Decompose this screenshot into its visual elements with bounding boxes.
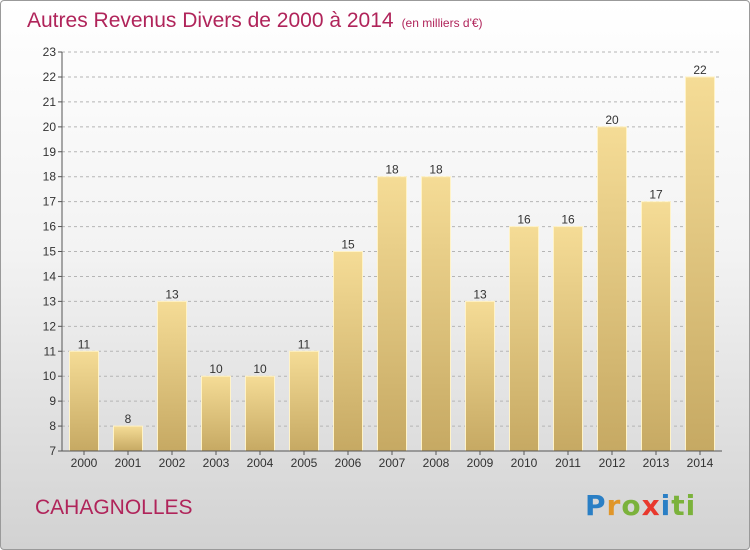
bar-2012 [597,126,627,452]
x-tick-label: 2002 [159,456,186,470]
chart-subtitle: (en milliers d'€) [401,16,483,30]
x-tick-label: 2000 [71,456,98,470]
bar-value-label: 10 [209,362,223,376]
bar-2002 [157,300,187,452]
bar-2008 [421,176,451,452]
x-tick-label: 2009 [467,456,494,470]
x-tick-label: 2003 [203,456,230,470]
y-tick-label: 15 [43,245,57,259]
proxiti-logo: Proxiti [585,489,697,522]
y-tick-label: 9 [49,394,56,408]
x-tick-label: 2004 [247,456,274,470]
bar-2011 [553,226,583,452]
y-tick-label: 22 [43,70,57,84]
bar-2000 [69,350,99,452]
y-tick-label: 17 [43,195,57,209]
chart-title-text: Autres Revenus Divers de 2000 à 2014 [27,9,394,32]
y-tick-label: 19 [43,145,57,159]
y-tick-label: 10 [43,369,57,383]
chart-title: Autres Revenus Divers de 2000 à 2014 (en … [27,9,483,33]
bar-2004 [245,375,275,452]
bar-2013 [641,201,671,452]
bar-2007 [377,176,407,452]
bar-2006 [333,251,363,452]
x-tick-label: 2011 [555,456,581,470]
bar-value-label: 16 [517,213,531,227]
y-tick-label: 21 [43,95,57,109]
bar-value-label: 20 [605,113,619,127]
bar-value-label: 13 [165,287,179,301]
bar-2003 [201,375,231,452]
bar-2009 [465,300,495,452]
bar-value-label: 11 [78,337,91,351]
y-tick-label: 13 [43,294,57,308]
y-tick-label: 18 [43,170,57,184]
y-tick-label: 7 [49,444,56,458]
x-tick-label: 2010 [511,456,538,470]
bar-2014 [685,76,715,452]
bar-2005 [289,350,319,452]
bar-value-label: 18 [429,163,443,177]
x-tick-label: 2013 [643,456,670,470]
bar-2010 [509,226,539,452]
y-tick-label: 11 [44,344,57,358]
y-tick-label: 20 [43,120,57,134]
y-tick-label: 14 [43,269,57,283]
bar-value-label: 16 [561,213,575,227]
bar-value-label: 13 [473,287,487,301]
x-tick-label: 2007 [379,456,406,470]
x-tick-label: 2005 [291,456,318,470]
x-tick-label: 2014 [687,456,714,470]
y-tick-label: 16 [43,220,57,234]
bar-value-label: 17 [649,188,663,202]
bar-value-label: 22 [693,63,707,77]
bar-value-label: 18 [385,163,399,177]
bar-value-label: 15 [341,238,355,252]
x-tick-label: 2012 [599,456,626,470]
x-tick-label: 2001 [115,456,142,470]
x-tick-label: 2006 [335,456,362,470]
x-tick-label: 2008 [423,456,450,470]
bar-2001 [113,425,143,452]
bar-value-label: 8 [125,412,132,426]
bar-value-label: 10 [253,362,267,376]
y-tick-label: 8 [49,419,56,433]
bar-value-label: 11 [298,337,311,351]
y-tick-label: 12 [43,319,57,333]
y-tick-label: 23 [43,45,57,59]
place-name: CAHAGNOLLES [35,496,193,519]
